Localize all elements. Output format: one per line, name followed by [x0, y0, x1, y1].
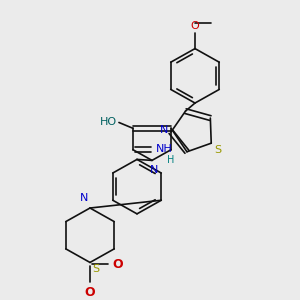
Text: O: O: [112, 258, 123, 271]
Text: S: S: [92, 264, 99, 274]
Text: O: O: [85, 286, 95, 299]
Text: O: O: [190, 21, 200, 31]
Text: NH: NH: [156, 144, 173, 154]
Text: S: S: [214, 145, 221, 155]
Text: N: N: [80, 193, 88, 203]
Text: H: H: [167, 154, 174, 165]
Text: N: N: [150, 165, 158, 175]
Text: N: N: [160, 125, 168, 135]
Text: HO: HO: [100, 116, 117, 127]
